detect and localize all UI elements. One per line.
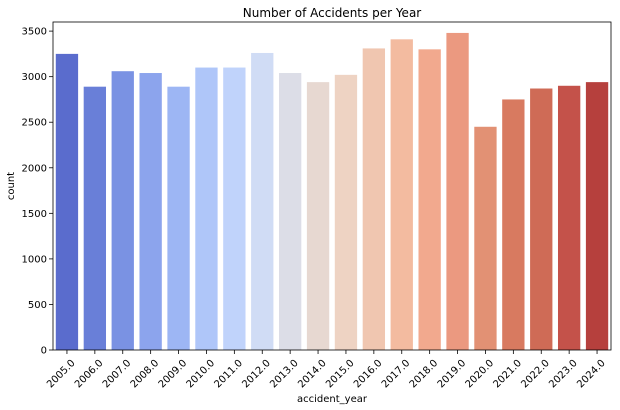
bar-2023-0: [557, 85, 581, 351]
x-tick-label: 2021.0: [491, 358, 524, 391]
bar-2005-0: [55, 53, 79, 351]
chart-title: Number of Accidents per Year: [243, 6, 422, 20]
bar-2014-0: [306, 82, 330, 350]
x-tick-label: 2011.0: [212, 358, 245, 391]
bar-2021-0: [502, 99, 525, 350]
x-tick-label: 2016.0: [352, 358, 385, 391]
x-tick-label: 2023.0: [547, 358, 580, 391]
x-tick-label: 2020.0: [464, 358, 497, 391]
y-tick-label: 1000: [22, 254, 47, 265]
x-tick-label: 2013.0: [268, 358, 301, 391]
x-tick-label: 2012.0: [240, 358, 273, 391]
bar-2007-0: [111, 71, 134, 350]
y-tick-label: 3000: [22, 72, 47, 83]
bar-2017-0: [390, 39, 413, 351]
x-tick-label: 2024.0: [575, 358, 608, 391]
x-tick-label: 2005.0: [45, 358, 78, 391]
x-tick-label: 2007.0: [101, 358, 134, 391]
bar-2006-0: [83, 86, 107, 350]
y-axis-label: count: [6, 172, 17, 200]
bar-2013-0: [278, 73, 302, 351]
bar-2020-0: [474, 126, 497, 351]
y-tick-label: 500: [28, 300, 47, 311]
x-tick-label: 2019.0: [436, 358, 469, 391]
x-tick-label: 2015.0: [324, 358, 357, 391]
x-axis-label: accident_year: [297, 394, 368, 405]
x-tick-label: 2018.0: [408, 358, 441, 391]
x-tick-label: 2017.0: [380, 358, 413, 391]
bar-2015-0: [334, 74, 358, 350]
x-tick-label: 2006.0: [73, 358, 106, 391]
bar-2008-0: [139, 73, 162, 351]
x-tick-label: 2009.0: [157, 358, 190, 391]
bar-2019-0: [446, 32, 469, 350]
y-axis-ticks: 0 500 1000 1500 2000 2500 3000 3500: [22, 27, 53, 357]
bar-2016-0: [362, 48, 386, 351]
y-tick-label: 0: [41, 346, 47, 357]
plot-frame: [52, 21, 612, 351]
bar-2009-0: [167, 86, 190, 350]
x-axis-ticks: 2005.02006.02007.02008.02009.02010.02011…: [45, 350, 608, 390]
bar-2012-0: [251, 52, 274, 350]
bar-2024-0: [585, 82, 609, 350]
x-tick-label: 2008.0: [129, 358, 162, 391]
x-tick-label: 2014.0: [296, 358, 329, 391]
bar-2022-0: [530, 88, 553, 350]
bar-2010-0: [195, 67, 218, 351]
y-tick-label: 3500: [22, 27, 47, 38]
y-tick-label: 2500: [22, 118, 47, 129]
bars: [55, 32, 609, 351]
bar-2018-0: [418, 49, 441, 350]
x-tick-label: 2022.0: [519, 358, 552, 391]
x-tick-label: 2010.0: [185, 358, 218, 391]
y-tick-label: 2000: [22, 163, 47, 174]
y-tick-label: 1500: [22, 209, 47, 220]
bar-2011-0: [223, 67, 246, 351]
